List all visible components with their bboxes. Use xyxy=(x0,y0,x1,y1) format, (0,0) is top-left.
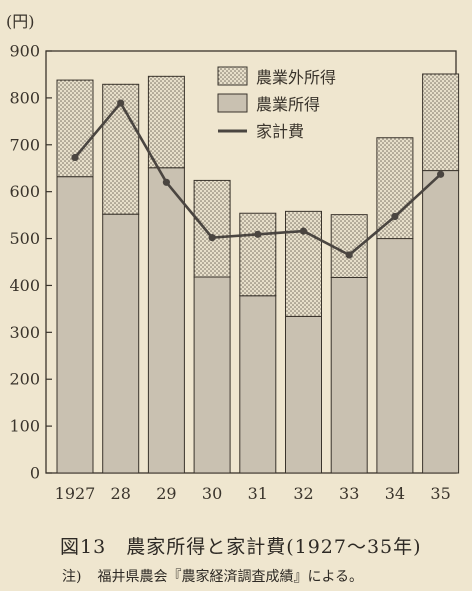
note-text: 福井県農会『農家経済調査成績』による。 xyxy=(97,569,364,585)
point-家計費 xyxy=(345,251,353,259)
x-tick-label: 28 xyxy=(111,484,131,503)
income-expense-chart: (円) 0 100 200 300 400 500 600 700 800 900 1927 28 29 3… xyxy=(6,12,460,503)
x-tick-label: 32 xyxy=(293,484,313,503)
y-tick-label: 0 xyxy=(30,464,40,483)
x-tick-label: 31 xyxy=(248,484,268,503)
y-tick-label: 800 xyxy=(9,88,40,107)
bar-農業外所得 xyxy=(193,179,231,278)
y-tick-label: 100 xyxy=(9,417,40,436)
bars-layer xyxy=(56,73,460,474)
x-tick-label: 1927 xyxy=(55,484,96,503)
y-tick-label: 200 xyxy=(9,370,40,389)
bar-農業所得 xyxy=(422,170,460,474)
point-家計費 xyxy=(299,227,308,235)
x-tick-label: 29 xyxy=(156,484,176,503)
y-unit-label: (円) xyxy=(6,12,35,31)
x-tick-label: 33 xyxy=(339,484,359,503)
bar-農業所得 xyxy=(239,295,277,474)
bar-農業所得 xyxy=(376,238,414,474)
x-tick-label: 34 xyxy=(385,484,405,503)
y-tick-label: 900 xyxy=(9,42,40,61)
bar-農業所得 xyxy=(193,276,231,474)
bar-農業外所得 xyxy=(422,73,460,172)
x-tick-label: 35 xyxy=(430,484,450,503)
source-note: 注) 福井県農会『農家経済調査成績』による。 xyxy=(62,566,363,586)
legend-label: 農業外所得 xyxy=(256,68,336,87)
figure-title: 農家所得と家計費(1927〜35年) xyxy=(126,536,422,558)
bar-農業外所得 xyxy=(376,137,414,240)
axis-layer: (円) 0 100 200 300 400 500 600 700 800 900 1927 28 29 3… xyxy=(6,12,457,503)
point-家計費 xyxy=(437,170,445,178)
bar-農業外所得 xyxy=(56,79,94,178)
bar-農業所得 xyxy=(147,167,185,474)
bar-農業所得 xyxy=(330,276,368,474)
point-家計費 xyxy=(391,212,399,221)
point-家計費 xyxy=(71,153,79,162)
bar-農業外所得 xyxy=(147,75,185,169)
y-tick-label: 300 xyxy=(9,323,40,342)
line-layer xyxy=(71,99,445,259)
note-label: 注) xyxy=(62,569,82,585)
figure-caption: 図13 農家所得と家計費(1927〜35年) xyxy=(60,532,422,559)
y-tick-label: 600 xyxy=(9,182,40,201)
legend-swatch-農業所得 xyxy=(217,93,248,113)
legend-swatch-農業外所得 xyxy=(217,66,248,86)
legend-label: 家計費 xyxy=(256,122,304,141)
bar-農業所得 xyxy=(102,213,140,474)
bar-農業外所得 xyxy=(239,212,277,297)
bar-農業所得 xyxy=(56,176,94,474)
x-tick-label: 30 xyxy=(202,484,222,503)
legend-label: 農業所得 xyxy=(256,95,320,114)
y-tick-label: 700 xyxy=(9,135,40,154)
figure-label: 図13 xyxy=(60,536,107,558)
bar-農業所得 xyxy=(285,315,322,474)
point-家計費 xyxy=(208,234,216,242)
y-tick-label: 500 xyxy=(9,229,40,248)
y-tick-label: 400 xyxy=(9,276,40,295)
bar-農業外所得 xyxy=(285,210,322,317)
point-家計費 xyxy=(254,230,262,238)
point-家計費 xyxy=(117,99,125,107)
point-家計費 xyxy=(162,178,170,186)
